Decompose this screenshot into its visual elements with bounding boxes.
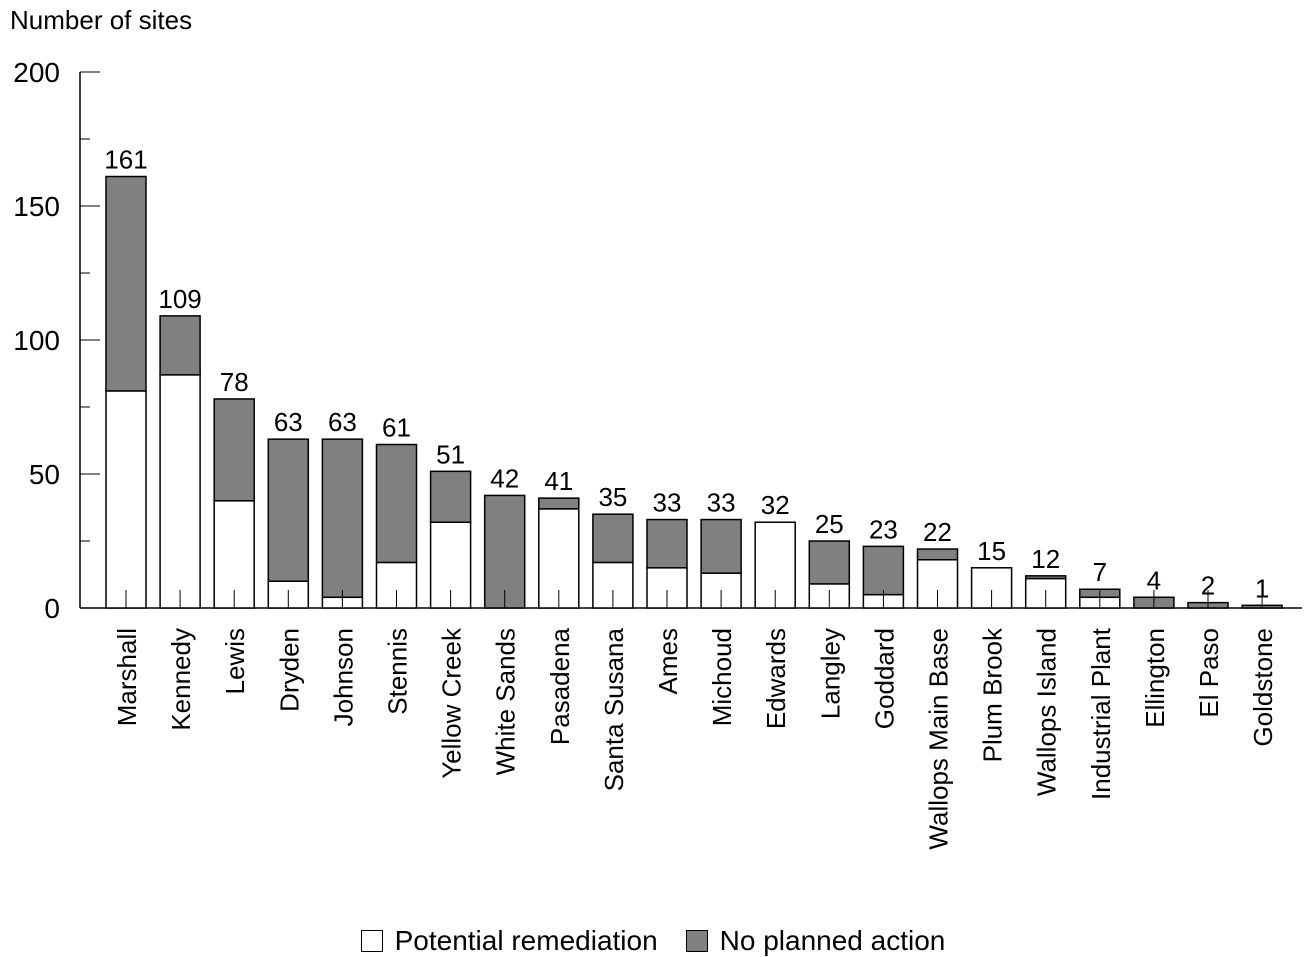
bar-total-label: 7: [1093, 557, 1107, 587]
bar-total-label: 51: [436, 439, 465, 469]
bar-no-planned-action: [375, 443, 418, 564]
y-tick-label: 200: [13, 57, 60, 88]
x-category-label: Plum Brook: [978, 627, 1008, 762]
legend-label: Potential remediation: [394, 925, 658, 956]
bar-no-planned-action: [646, 518, 688, 569]
bar-potential-remediation: [159, 374, 201, 609]
bar-total-label: 4: [1147, 565, 1161, 595]
x-category-label: Michoud: [707, 628, 737, 726]
bar-no-planned-action: [321, 438, 364, 599]
bar-no-planned-action: [808, 540, 851, 585]
x-category-label: Industrial Plant: [1086, 627, 1116, 800]
y-tick-label: 150: [13, 191, 60, 222]
x-category-label: Goldstone: [1248, 628, 1278, 747]
bar-total-label: 32: [761, 490, 790, 520]
bar-total-label: 35: [598, 482, 627, 512]
legend-swatch-gray: [685, 930, 708, 952]
bar-total-label: 22: [923, 517, 952, 547]
bar-no-planned-action: [862, 545, 905, 596]
bar-total-label: 63: [274, 407, 303, 437]
x-category-label: Ellington: [1140, 628, 1170, 728]
x-category-label: Yellow Creek: [437, 627, 467, 779]
x-category-label: Ames: [653, 628, 683, 694]
bar-total-label: 109: [158, 284, 201, 314]
y-tick-label: 50: [29, 459, 60, 490]
legend-item-potential-remediation: Potential remediation: [360, 925, 658, 957]
bar-no-planned-action: [916, 548, 959, 561]
x-category-label: Stennis: [383, 628, 413, 715]
bar-no-planned-action: [1024, 575, 1067, 580]
bar-no-planned-action: [105, 175, 147, 392]
bar-total-label: 41: [544, 466, 573, 496]
x-category-label: Johnson: [328, 628, 358, 726]
y-axis-label: Number of sites: [10, 5, 193, 35]
x-category-label: Lewis: [220, 628, 250, 694]
bar-total-label: 42: [490, 463, 519, 493]
bar-total-label: 2: [1201, 571, 1215, 601]
bar-total-label: 23: [869, 514, 898, 544]
bar-total-label: 33: [653, 488, 682, 518]
x-category-label: Pasadena: [545, 627, 575, 745]
bar-total-label: 33: [707, 488, 736, 518]
x-category-label: Goddard: [869, 628, 899, 729]
bar-no-planned-action: [429, 470, 472, 523]
bar-total-label: 161: [104, 145, 147, 175]
bar-no-planned-action: [538, 497, 580, 510]
bar-total-label: 15: [977, 536, 1006, 566]
bar-total-label: 1: [1255, 573, 1269, 603]
bar-potential-remediation: [970, 567, 1013, 609]
x-category-label: Marshall: [112, 628, 142, 726]
x-category-label: Edwards: [761, 628, 791, 729]
x-category-label: Santa Susana: [599, 627, 629, 791]
legend: Potential remediation No planned action: [0, 925, 1306, 957]
bar-no-planned-action: [483, 494, 526, 609]
bar-no-planned-action: [159, 315, 201, 376]
x-category-label: Dryden: [274, 628, 304, 712]
stacked-bar-chart: 050100150200161Marshall109Kennedy78Lewis…: [13, 57, 1302, 850]
bar-total-label: 63: [328, 407, 357, 437]
bar-no-planned-action: [213, 398, 255, 502]
bar-total-label: 61: [382, 413, 411, 443]
bar-no-planned-action: [592, 513, 634, 564]
y-tick-label: 100: [13, 325, 60, 356]
bar-total-label: 78: [220, 367, 249, 397]
bar-total-label: 12: [1031, 544, 1060, 574]
bar-potential-remediation: [105, 390, 147, 609]
bar-no-planned-action: [267, 438, 310, 582]
y-tick-label: 0: [44, 593, 60, 624]
x-category-label: Langley: [815, 628, 845, 719]
x-category-label: Wallops Main Base: [924, 628, 954, 850]
x-category-label: White Sands: [491, 628, 521, 775]
legend-swatch-white: [360, 930, 383, 952]
x-category-label: Wallops Island: [1032, 628, 1062, 796]
x-category-label: Kennedy: [166, 628, 196, 731]
x-category-label: El Paso: [1194, 628, 1224, 718]
legend-label: No planned action: [719, 925, 946, 956]
legend-item-no-planned-action: No planned action: [685, 925, 946, 957]
bar-total-label: 25: [815, 509, 844, 539]
bar-no-planned-action: [700, 518, 742, 574]
